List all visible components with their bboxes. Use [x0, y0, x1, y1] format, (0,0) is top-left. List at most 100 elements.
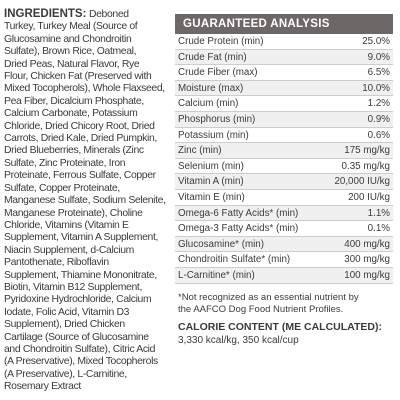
- analysis-row: Crude Fiber (max) 6.5%: [175, 65, 393, 81]
- ingredient-line: Chloride, Vitamins (Vitamin E: [4, 220, 172, 232]
- ingredient-line: Proteinate, Ferrous Sulfate, Copper: [4, 170, 172, 182]
- amount: 300 mg/kg: [344, 254, 390, 266]
- amount: 20,000 IU/kg: [334, 176, 390, 188]
- ingredient-text: Sulfate), Brown Rice, Oatmeal,: [4, 46, 137, 58]
- analysis-row: Glucosamine* (min) 400 mg/kg: [175, 236, 393, 253]
- nutrient: Phosphorus (min): [178, 113, 256, 125]
- amount: 100 mg/kg: [344, 269, 390, 281]
- ingredient-text: (A Preservative), Mixed Tocopherols: [4, 356, 158, 368]
- ingredient-text: Manganese Sulfate, Sodium Selenite,: [4, 195, 166, 207]
- ingredient-line: (A Preservative), L-Carnitine,: [4, 369, 172, 381]
- amount: 9.0%: [367, 51, 390, 63]
- ingredient-line: Turkey, Turkey Meal (Source of: [4, 21, 172, 33]
- ingredient-line: Supplement, Vitamin A Supplement,: [4, 232, 172, 244]
- ingredient-text: Carrots, Dried Kale, Dried Pumpkin,: [4, 133, 157, 145]
- ingredient-line: Iodate, Folic Acid, Vitamin D3: [4, 307, 172, 319]
- ingredient-line: Pea Fiber, Dicalcium Phosphate,: [4, 96, 172, 108]
- amount: 0.9%: [367, 113, 390, 125]
- amount: 0.35 mg/kg: [341, 160, 390, 172]
- nutrient: Glucosamine* (min): [178, 238, 265, 250]
- ingredient-text: Supplement, Vitamin A Supplement,: [4, 232, 159, 244]
- analysis-table: Crude Protein (min) 25.0% Crude Fat (min) 9…: [175, 34, 393, 284]
- nutrient: Potassium (min): [178, 129, 249, 141]
- ingredient-text: Deboned: [86, 9, 129, 20]
- amount: 25.0%: [362, 36, 390, 47]
- ingredient-text: Manganese Proteinate), Choline: [4, 207, 143, 219]
- analysis-title: GUARANTEED ANALYSIS: [175, 14, 393, 34]
- nutrient: Omega-3 Fatty Acids* (min): [178, 223, 299, 235]
- amount: 1.2%: [367, 98, 390, 110]
- ingredient-text: Mixed Tocopherols), Whole Flaxseed,: [4, 83, 165, 95]
- analysis-row: Zinc (min) 175 mg/kg: [175, 143, 393, 159]
- ingredient-line: Glucosamine and Chondroitin: [4, 34, 172, 46]
- ingredient-line: Manganese Proteinate), Choline: [4, 208, 172, 220]
- ingredient-text: Pea Fiber, Dicalcium Phosphate,: [4, 95, 144, 107]
- ingredient-line: Niacin Supplement, d-Calcium: [4, 245, 172, 257]
- amount: 0.1%: [367, 223, 390, 235]
- ingredient-text: Rosemary Extract: [4, 381, 81, 393]
- analysis-row: Omega-6 Fatty Acids* (min) 1.1%: [175, 205, 393, 222]
- ingredient-text: Supplement), Dried Chicken: [4, 319, 125, 331]
- ingredient-line: Pyridoxine Hydrochloride, Calcium: [4, 294, 172, 306]
- ingredient-line: Sulfate), Brown Rice, Oatmeal,: [4, 46, 172, 58]
- ingredient-line: Rosemary Extract: [4, 381, 172, 393]
- ingredient-text: Pyridoxine Hydrochloride, Calcium: [4, 294, 152, 306]
- ingredient-line: Dried Peas, Natural Flavor, Rye: [4, 59, 172, 71]
- ingredient-line: INGREDIENTS: Deboned: [4, 8, 172, 21]
- ingredient-text: Proteinate, Ferrous Sulfate, Copper: [4, 170, 156, 182]
- ingredient-text: Supplement, Thiamine Mononitrate,: [4, 269, 157, 281]
- nutrient: Chondroitin Sulfate* (min): [178, 254, 291, 266]
- ingredient-text: Flour, Chicken Fat (Preserved with: [4, 71, 152, 83]
- ingredient-text: Chloride, Dried Chicory Root, Dried: [4, 120, 155, 132]
- amount: 0.6%: [367, 129, 390, 141]
- analysis-row: Vitamin E (min) 200 IU/kg: [175, 190, 393, 206]
- amount: 1.1%: [367, 207, 390, 219]
- analysis-row: Vitamin A (min) 20,000 IU/kg: [175, 174, 393, 190]
- nutrient: Omega-6 Fatty Acids* (min): [178, 207, 299, 219]
- ingredient-text: Sulfate, Copper Proteinate,: [4, 182, 120, 194]
- ingredient-text: and Chondroitin Sulfate), Citric Acid: [4, 343, 156, 355]
- calorie-value: 3,330 kcal/kg, 350 kcal/cup: [178, 335, 299, 346]
- ingredient-line: Sulfate, Copper Proteinate,: [4, 183, 172, 195]
- guaranteed-analysis: GUARANTEED ANALYSIS Crude Protein (min) 2…: [175, 14, 393, 284]
- ingredient-text: Dried Blueberries, Minerals (Zinc: [4, 145, 144, 157]
- ingredient-line: and Chondroitin Sulfate), Citric Acid: [4, 344, 172, 356]
- ingredient-text: (A Preservative), L-Carnitine,: [4, 368, 127, 380]
- ingredient-line: (A Preservative), Mixed Tocopherols: [4, 356, 172, 368]
- analysis-row: Phosphorus (min) 0.9%: [175, 111, 393, 128]
- ingredient-line: Sulfate, Zinc Proteinate, Iron: [4, 158, 172, 170]
- ingredient-line: Mixed Tocopherols), Whole Flaxseed,: [4, 83, 172, 95]
- ingredient-line: Pantothenate, Riboflavin: [4, 257, 172, 269]
- nutrient: Moisture (max): [178, 82, 244, 94]
- calorie-heading: CALORIE CONTENT (ME CALCULATED):: [178, 321, 382, 333]
- ingredient-line: Cartilage (Source of Glucosamine: [4, 332, 172, 344]
- ingredient-text: Chloride, Vitamins (Vitamin E: [4, 219, 129, 231]
- ingredient-text: Dried Peas, Natural Flavor, Rye: [4, 58, 140, 70]
- footnote-line: *Not recognized as an essential nutrient…: [178, 292, 359, 303]
- nutrient: Crude Fat (min): [178, 51, 247, 63]
- analysis-row: L-Carnitine* (min) 100 mg/kg: [175, 267, 393, 284]
- nutrient: Vitamin E (min): [178, 191, 245, 203]
- ingredient-text: Sulfate, Zinc Proteinate, Iron: [4, 157, 126, 169]
- ingredient-text: Glucosamine and Chondroitin: [4, 33, 132, 45]
- analysis-row: Calcium (min) 1.2%: [175, 96, 393, 112]
- ingredients-heading: INGREDIENTS:: [4, 8, 87, 20]
- nutrient: Calcium (min): [178, 98, 239, 110]
- ingredient-text: Iodate, Folic Acid, Vitamin D3: [4, 306, 130, 318]
- nutrient: Crude Fiber (max): [178, 67, 258, 79]
- ingredient-line: Supplement, Thiamine Mononitrate,: [4, 270, 172, 282]
- ingredient-line: Manganese Sulfate, Sodium Selenite,: [4, 195, 172, 207]
- nutrient: Zinc (min): [178, 145, 222, 157]
- ingredients: INGREDIENTS: Deboned Turkey, Turkey Meal …: [4, 8, 172, 394]
- ingredient-text: Cartilage (Source of Glucosamine: [4, 331, 149, 343]
- footnote-line: the AAFCO Dog Food Nutrient Profiles.: [178, 304, 344, 315]
- amount: 400 mg/kg: [344, 238, 390, 250]
- ingredient-line: Dried Blueberries, Minerals (Zinc: [4, 145, 172, 157]
- ingredient-text: Turkey, Turkey Meal (Source of: [4, 21, 138, 33]
- amount: 175 mg/kg: [344, 145, 390, 157]
- ingredient-line: Supplement), Dried Chicken: [4, 319, 172, 331]
- ingredient-line: Flour, Chicken Fat (Preserved with: [4, 71, 172, 83]
- nutrient: Selenium (min): [178, 160, 244, 172]
- analysis-row: Moisture (max) 10.0%: [175, 80, 393, 97]
